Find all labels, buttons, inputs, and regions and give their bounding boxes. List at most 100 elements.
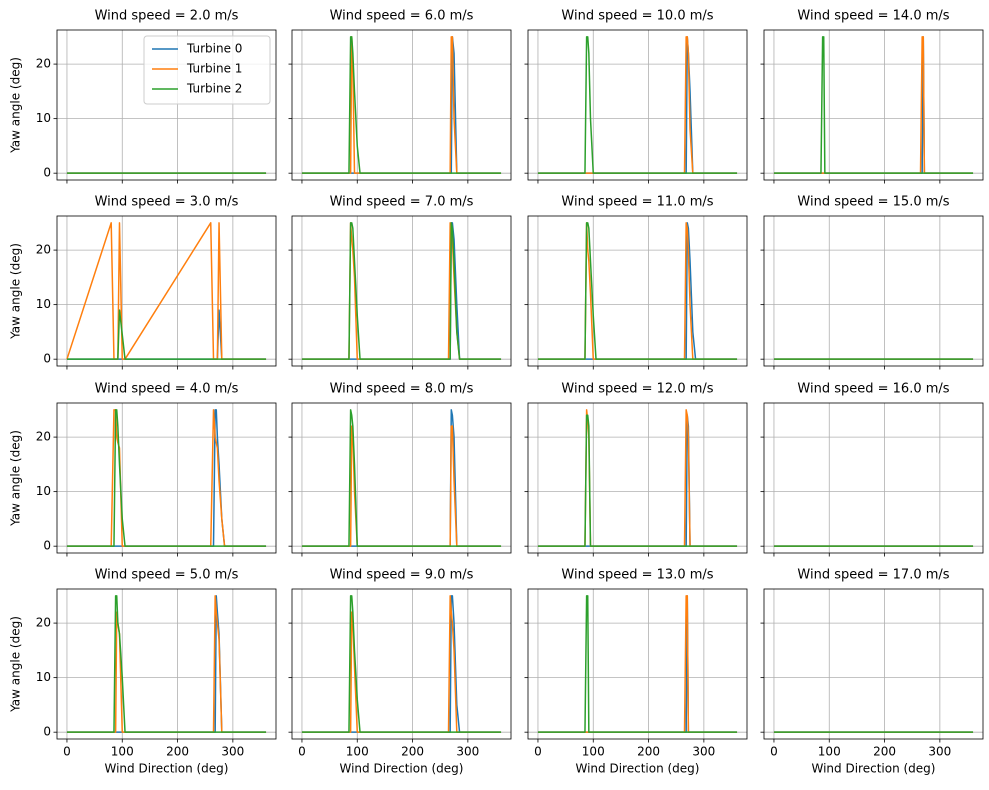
series-line [301,222,502,360]
series-line [301,36,502,174]
y-tick-label: 10 [36,670,51,684]
plot-frame [527,29,748,181]
x-tick-label: 200 [637,745,660,759]
series-line [537,409,738,547]
legend-box [143,35,271,105]
subplot-title: Wind speed = 16.0 m/s [797,382,949,397]
subplot-title: Wind speed = 9.0 m/s [330,568,474,583]
subplot-title: Wind speed = 5.0 m/s [95,568,239,583]
x-tick-label: 200 [873,745,896,759]
subplot-title: Wind speed = 11.0 m/s [561,195,713,210]
series-line [301,409,502,547]
y-axis-label: Yaw angle (deg) [9,430,23,527]
subplot-title: Wind speed = 12.0 m/s [561,382,713,397]
series-line [537,36,738,174]
series-line [66,309,267,360]
subplot-title: Wind speed = 10.0 m/s [561,9,713,24]
subplot-title: Wind speed = 6.0 m/s [330,9,474,24]
x-tick-label: 0 [298,745,306,759]
series-line [301,595,502,733]
subplot-title: Wind speed = 13.0 m/s [561,568,713,583]
y-tick-label: 20 [36,57,51,71]
y-tick-label: 0 [43,352,51,366]
series-line [66,595,267,733]
x-axis-label: Wind Direction (deg) [812,762,936,776]
series-line [301,595,502,733]
y-tick-label: 0 [43,725,51,739]
x-tick-label: 300 [692,745,715,759]
y-tick-label: 10 [36,484,51,498]
y-tick-label: 20 [36,616,51,630]
plot-frame [763,215,984,367]
series-line [537,222,738,360]
series-line [537,414,738,547]
plot-frame [527,215,748,367]
y-axis-label: Yaw angle (deg) [9,616,23,713]
series-line [537,414,738,547]
x-axis-label: Wind Direction (deg) [105,762,229,776]
series-line [537,36,738,174]
legend-label: Turbine 0 [186,42,242,56]
series-line [66,309,267,360]
x-tick-label: 0 [770,745,778,759]
subplot-title: Wind speed = 2.0 m/s [95,9,239,24]
x-tick-label: 200 [166,745,189,759]
plot-frame [291,29,512,181]
series-line [301,36,502,174]
x-tick-label: 200 [401,745,424,759]
series-line [537,222,738,360]
y-tick-label: 10 [36,297,51,311]
y-axis-label: Yaw angle (deg) [9,243,23,340]
series-line [66,409,267,547]
y-tick-label: 10 [36,111,51,125]
series-line [66,409,267,547]
x-tick-label: 100 [582,745,605,759]
series-line [301,595,502,733]
x-tick-label: 0 [534,745,542,759]
series-line [537,595,738,733]
series-line [66,409,267,547]
subplot-title: Wind speed = 14.0 m/s [797,9,949,24]
series-line [301,222,502,360]
x-tick-label: 100 [818,745,841,759]
subplot-title: Wind speed = 15.0 m/s [797,195,949,210]
subplot-title: Wind speed = 4.0 m/s [95,382,239,397]
subplot-title: Wind speed = 7.0 m/s [330,195,474,210]
plot-frame [291,402,512,554]
plot-frame [291,215,512,367]
plot-frame [763,402,984,554]
x-tick-label: 0 [63,745,71,759]
series-line [66,595,267,733]
series-line [301,36,502,174]
plot-frame [56,402,277,554]
series-line [66,595,267,733]
x-tick-label: 100 [346,745,369,759]
subplot-title: Wind speed = 3.0 m/s [95,195,239,210]
series-line [301,425,502,547]
series-line [301,409,502,547]
plot-frame [56,29,277,181]
series-line [773,36,974,174]
series-line [537,222,738,360]
plot-frame [291,588,512,740]
y-tick-label: 0 [43,166,51,180]
plot-frame [527,402,748,554]
series-line [537,595,738,733]
x-axis-label: Wind Direction (deg) [576,762,700,776]
x-tick-label: 300 [928,745,951,759]
series-line [66,222,267,360]
y-tick-label: 20 [36,243,51,257]
x-tick-label: 100 [111,745,134,759]
y-tick-label: 0 [43,539,51,553]
series-line [301,222,502,360]
legend: Turbine 0 Turbine 1 Turbine 2 [143,35,271,105]
legend-label: Turbine 1 [186,62,242,76]
x-tick-label: 300 [221,745,244,759]
series-line [537,595,738,733]
y-axis-label: Yaw angle (deg) [9,57,23,154]
legend-label: Turbine 2 [186,82,242,96]
y-tick-label: 20 [36,430,51,444]
x-axis-label: Wind Direction (deg) [340,762,464,776]
